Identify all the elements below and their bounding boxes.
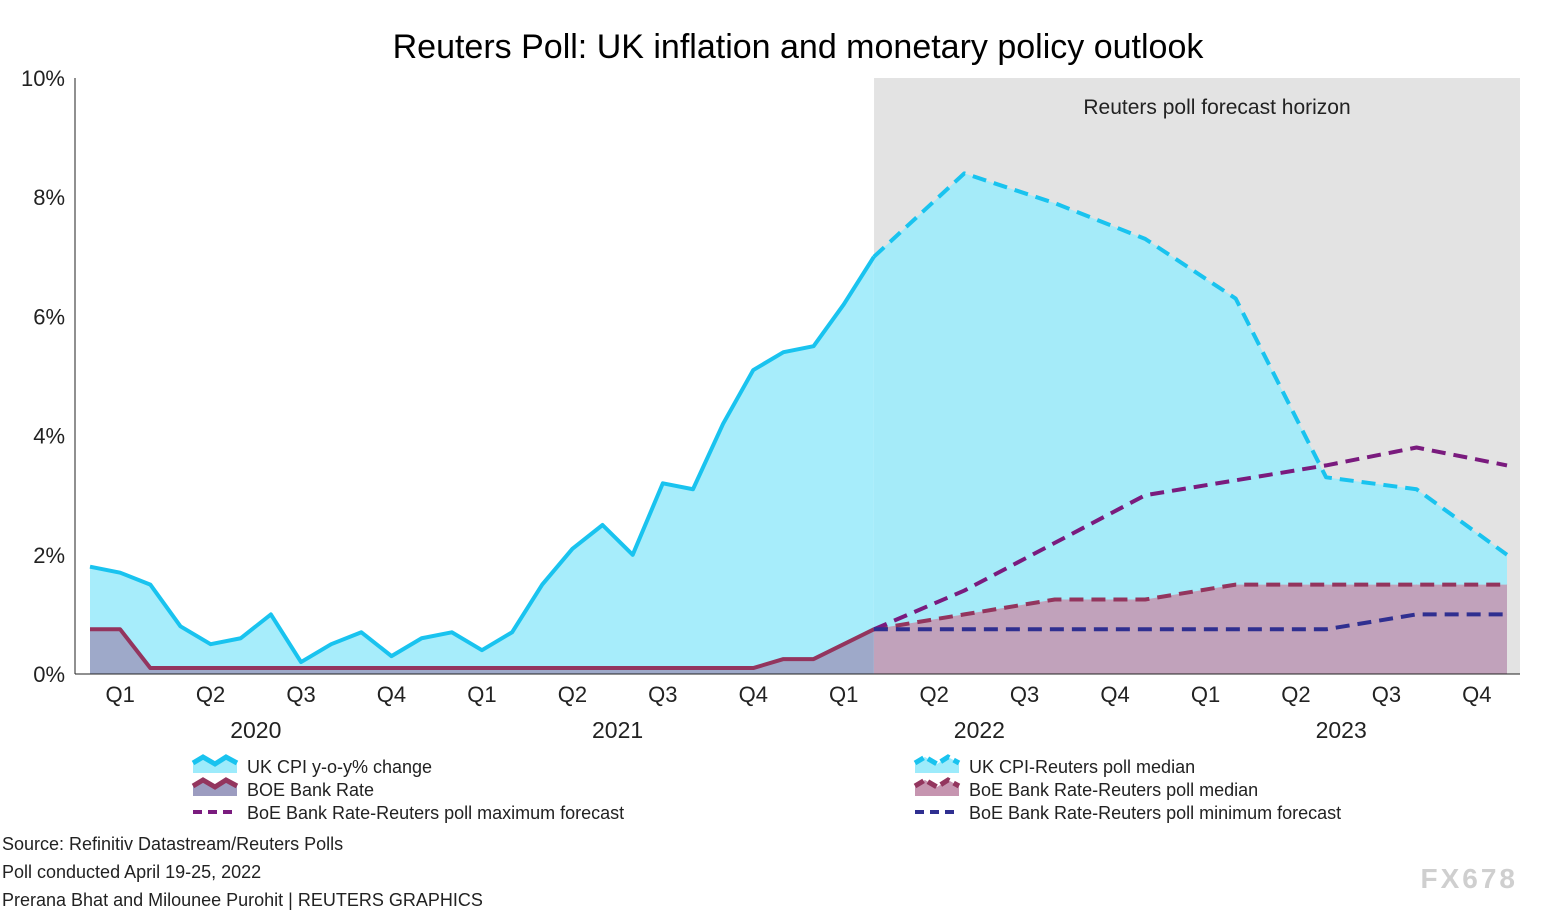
- legend-label: BOE Bank Rate: [247, 780, 374, 800]
- x-tick-label: Q3: [286, 682, 315, 707]
- y-axis-ticks: 0% 2% 4% 6% 8% 10%: [21, 66, 65, 687]
- legend-label: UK CPI-Reuters poll median: [969, 757, 1195, 777]
- legend-symbol: [191, 754, 239, 773]
- x-tick-label: Q2: [1281, 682, 1310, 707]
- source-note: Source: Refinitiv Datastream/Reuters Pol…: [2, 834, 343, 854]
- x-year-label: 2021: [592, 717, 643, 743]
- x-tick-label: Q3: [648, 682, 677, 707]
- x-year-label: 2020: [230, 717, 281, 743]
- legend-label: UK CPI y-o-y% change: [247, 757, 432, 777]
- x-tick-label: Q2: [196, 682, 225, 707]
- legend-swatch-line: [913, 754, 961, 767]
- legend-item-boe-poll-median: BoE Bank Rate-Reuters poll median: [913, 777, 1258, 800]
- x-tick-label: Q4: [1100, 682, 1129, 707]
- chart-title: Reuters Poll: UK inflation and monetary …: [393, 28, 1205, 66]
- line-boe-bank-rate-reuters-poll-median: [873, 582, 1507, 632]
- legend-swatch-line: [913, 777, 961, 790]
- y-tick-label: 2%: [33, 543, 65, 568]
- legend-symbol: [191, 777, 239, 796]
- x-tick-label: Q1: [105, 682, 134, 707]
- x-tick-label: Q2: [558, 682, 587, 707]
- x-tick-label: Q1: [1191, 682, 1220, 707]
- forecast-region-label: Reuters poll forecast horizon: [1083, 96, 1350, 119]
- watermark: FX678: [1421, 863, 1519, 894]
- y-tick-label: 4%: [33, 424, 65, 449]
- y-tick-label: 6%: [33, 304, 65, 329]
- x-tick-label: Q3: [1010, 682, 1039, 707]
- credit-note: Prerana Bhat and Milounee Purohit | REUT…: [2, 890, 483, 910]
- x-tick-label: Q4: [1462, 682, 1491, 707]
- legend-swatch: [915, 780, 959, 796]
- x-tick-label: Q4: [377, 682, 406, 707]
- line-boe-bank-rate-reuters-poll-maximum-forecast: [873, 445, 1508, 632]
- series-lines: [89, 171, 1509, 671]
- line-uk-cpi-reuters-poll-median: [872, 171, 1509, 557]
- legend-symbol: [913, 754, 961, 773]
- x-year-label: 2022: [954, 717, 1005, 743]
- x-tick-label: Q1: [467, 682, 496, 707]
- legend-symbol: [913, 777, 961, 796]
- x-tick-label: Q4: [739, 682, 768, 707]
- y-tick-label: 0%: [33, 662, 65, 687]
- poll-note: Poll conducted April 19-25, 2022: [2, 862, 261, 882]
- x-tick-label: Q3: [1372, 682, 1401, 707]
- legend-swatch-line: [191, 777, 239, 790]
- area-uk-cpi-y-o-y-change: [90, 256, 874, 674]
- x-tick-label: Q1: [829, 682, 858, 707]
- legend-item-boe-bank-rate: BOE Bank Rate: [191, 777, 374, 800]
- legend-label: BoE Bank Rate-Reuters poll maximum forec…: [247, 803, 624, 823]
- legend-label: BoE Bank Rate-Reuters poll median: [969, 780, 1258, 800]
- legend: UK CPI y-o-y% change BOE Bank Rate BoE B…: [191, 754, 1341, 823]
- x-axis-ticks: Q1 Q2 Q3 Q4 Q1 Q2 Q3 Q4 Q1 Q2 Q3 Q4 Q1 Q2 Q3 Q4 2020 2021…: [105, 682, 1491, 743]
- y-tick-label: 10%: [21, 66, 65, 91]
- legend-item-uk-cpi-poll-median: UK CPI-Reuters poll median: [913, 754, 1195, 777]
- legend-label: BoE Bank Rate-Reuters poll minimum forec…: [969, 803, 1341, 823]
- x-tick-label: Q2: [919, 682, 948, 707]
- legend-item-boe-max-forecast: BoE Bank Rate-Reuters poll maximum forec…: [193, 803, 624, 823]
- legend-item-boe-min-forecast: BoE Bank Rate-Reuters poll minimum forec…: [915, 803, 1341, 823]
- legend-swatch-line: [191, 754, 239, 767]
- legend-item-uk-cpi: UK CPI y-o-y% change: [191, 754, 432, 777]
- y-tick-label: 8%: [33, 185, 65, 210]
- legend-swatch: [915, 757, 959, 773]
- line-boe-bank-rate-reuters-poll-minimum-forecast: [873, 612, 1507, 632]
- x-year-label: 2023: [1316, 717, 1367, 743]
- area-uk-cpi-reuters-poll-median: [873, 173, 1507, 675]
